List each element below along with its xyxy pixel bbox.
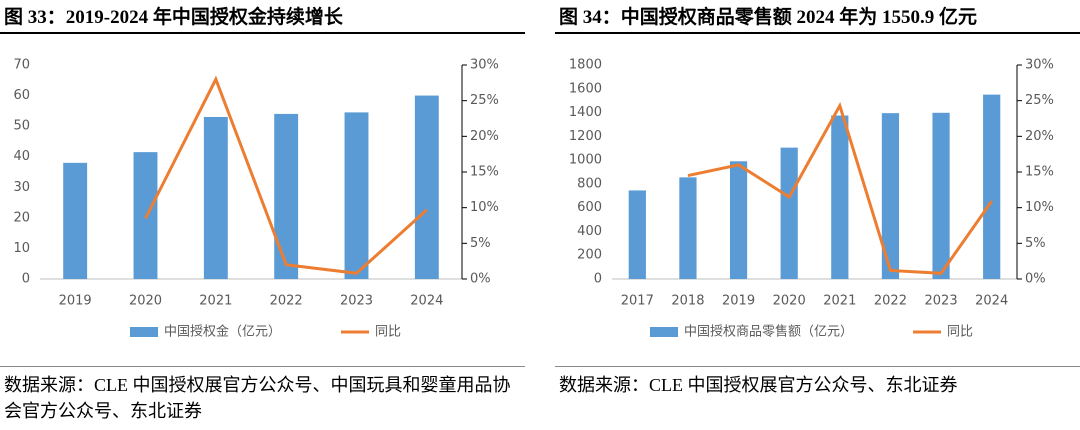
title-rule: [555, 32, 1080, 34]
y2-tick-label: 30%: [1025, 58, 1054, 73]
bar: [780, 147, 798, 279]
x-tick-label: 2022: [270, 294, 303, 309]
y-tick-label: 1200: [569, 129, 602, 144]
x-tick-label: 2020: [773, 294, 806, 309]
separator: [0, 366, 525, 367]
y-tick-label: 40: [13, 149, 30, 164]
bar: [628, 190, 646, 279]
bar: [274, 113, 299, 280]
legend-swatch: [130, 327, 158, 337]
legend-label: 中国授权金（亿元）: [164, 324, 281, 340]
y-tick-label: 1800: [569, 58, 602, 73]
chart-title: 图 33：2019-2024 年中国授权金持续增长: [4, 7, 343, 28]
y2-tick-label: 5%: [470, 236, 491, 251]
y2-tick-label: 20%: [1025, 129, 1054, 144]
y-tick-label: 1000: [569, 153, 602, 168]
y2-tick-label: 0%: [470, 272, 491, 287]
y2-tick-label: 0%: [1025, 272, 1046, 287]
y2-tick-label: 20%: [470, 129, 499, 144]
legend-label: 同比: [947, 325, 973, 340]
chart: 0 200 400 600 800 1000 1200 1400 1600 1800 0% 5% 10%…: [569, 58, 1054, 340]
chart-panel: 图 34：中国授权商品零售额 2024 年为 1550.9 亿元 数据来源：CLE…: [555, 0, 1080, 430]
x-tick-label: 2021: [823, 294, 856, 309]
x-tick-label: 2018: [671, 294, 704, 309]
y-tick-label: 1400: [569, 105, 602, 120]
x-tick-label: 2017: [621, 294, 654, 309]
bar: [932, 112, 950, 279]
x-tick-label: 2019: [59, 294, 92, 309]
line: [144, 75, 428, 275]
y-tick-label: 400: [577, 224, 602, 239]
source-note: 数据来源：CLE 中国授权展官方公众号、东北证券: [559, 375, 958, 395]
y-tick-label: 800: [577, 176, 602, 191]
y-tick-label: 10: [13, 241, 30, 256]
source-note: 数据来源：CLE 中国授权展官方公众号、中国玩具和婴童用品协会官方公众号、东北证…: [4, 375, 511, 421]
y-tick-label: 70: [13, 58, 30, 73]
y2-tick-label: 25%: [1025, 93, 1054, 108]
y2-tick-label: 30%: [470, 58, 499, 73]
y-tick-label: 0: [594, 272, 602, 287]
legend-label: 中国授权商品零售额（亿元）: [684, 324, 853, 340]
bar: [983, 94, 1001, 279]
chart-panel: 图 33：2019-2024 年中国授权金持续增长数据来源：CLE 中国授权展官…: [0, 0, 525, 430]
y2-tick-label: 15%: [1025, 165, 1054, 180]
bar: [344, 112, 369, 279]
y-tick-label: 600: [577, 200, 602, 215]
y-tick-label: 60: [13, 88, 30, 103]
y2-tick-label: 15%: [470, 165, 499, 180]
title-rule: [0, 32, 525, 34]
y2-tick-label: 10%: [1025, 200, 1054, 215]
y-tick-label: 20: [13, 210, 30, 225]
y-tick-label: 30: [13, 180, 30, 195]
y2-tick-label: 10%: [470, 200, 499, 215]
bar: [63, 162, 88, 279]
x-tick-label: 2023: [340, 294, 373, 309]
y2-tick-label: 5%: [1025, 236, 1046, 251]
separator: [555, 366, 1080, 367]
line: [687, 101, 993, 275]
x-tick-label: 2021: [199, 294, 232, 309]
x-tick-label: 2020: [129, 294, 162, 309]
y-tick-label: 0: [22, 272, 30, 287]
bar: [414, 95, 439, 279]
x-tick-label: 2019: [722, 294, 755, 309]
chart: 0 10 20 30 40 50 60 70 0% 5% 10% 15% 20% 25% 30% 2019 20…: [13, 58, 499, 340]
y-tick-label: 1600: [569, 81, 602, 96]
bar: [881, 113, 900, 280]
y-tick-label: 50: [13, 119, 30, 134]
bar: [203, 116, 228, 279]
x-tick-label: 2024: [975, 294, 1008, 309]
bar: [679, 177, 697, 279]
bar: [729, 161, 748, 279]
chart-title: 图 34：中国授权商品零售额 2024 年为 1550.9 亿元: [559, 7, 978, 28]
x-tick-label: 2022: [874, 294, 907, 309]
x-tick-label: 2024: [410, 294, 443, 309]
legend-swatch: [650, 327, 678, 337]
y2-tick-label: 25%: [470, 93, 499, 108]
legend-label: 同比: [375, 325, 401, 340]
x-tick-label: 2023: [925, 294, 958, 309]
y-tick-label: 200: [577, 248, 602, 263]
bar: [831, 115, 849, 280]
